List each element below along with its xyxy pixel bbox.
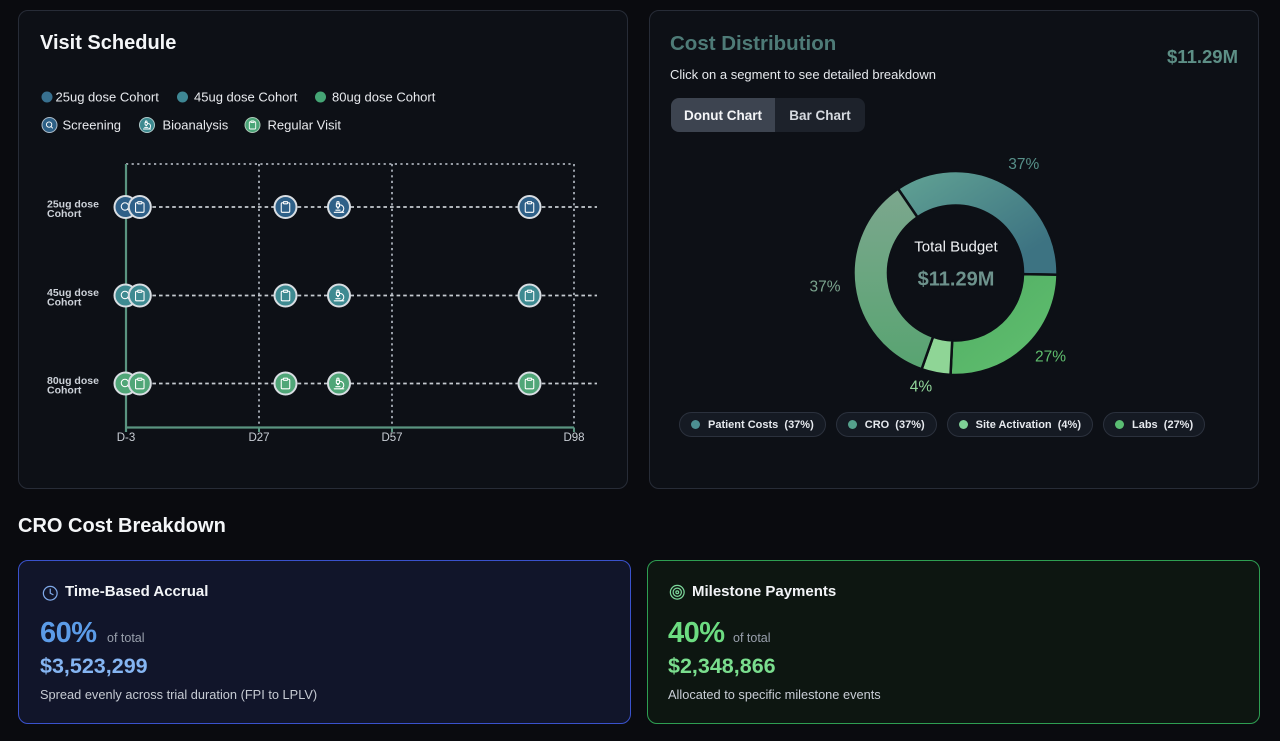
svg-text:37%: 37%: [809, 279, 840, 296]
svg-text:80ug dose: 80ug dose: [47, 375, 99, 387]
svg-text:Cohort: Cohort: [47, 297, 82, 309]
svg-text:Cohort: Cohort: [47, 385, 82, 397]
svg-text:37%: 37%: [1008, 156, 1039, 173]
svg-text:$11.29M: $11.29M: [918, 269, 995, 291]
svg-text:Total Budget: Total Budget: [914, 239, 998, 256]
svg-text:80ug dose Cohort: 80ug dose Cohort: [332, 90, 436, 105]
svg-text:Screening: Screening: [63, 118, 122, 133]
svg-text:Bioanalysis: Bioanalysis: [163, 118, 229, 133]
svg-text:27%: 27%: [1035, 349, 1066, 366]
svg-text:D98: D98: [563, 432, 584, 444]
svg-text:25ug dose: 25ug dose: [47, 199, 99, 211]
svg-text:D27: D27: [248, 432, 269, 444]
svg-text:4%: 4%: [910, 379, 933, 396]
svg-text:45ug dose Cohort: 45ug dose Cohort: [194, 90, 298, 105]
svg-text:D57: D57: [381, 432, 402, 444]
svg-text:Regular Visit: Regular Visit: [268, 118, 342, 133]
svg-text:Cohort: Cohort: [47, 208, 82, 220]
svg-text:25ug dose Cohort: 25ug dose Cohort: [56, 90, 160, 105]
svg-text:45ug dose: 45ug dose: [47, 287, 99, 299]
svg-text:D-3: D-3: [117, 432, 136, 444]
